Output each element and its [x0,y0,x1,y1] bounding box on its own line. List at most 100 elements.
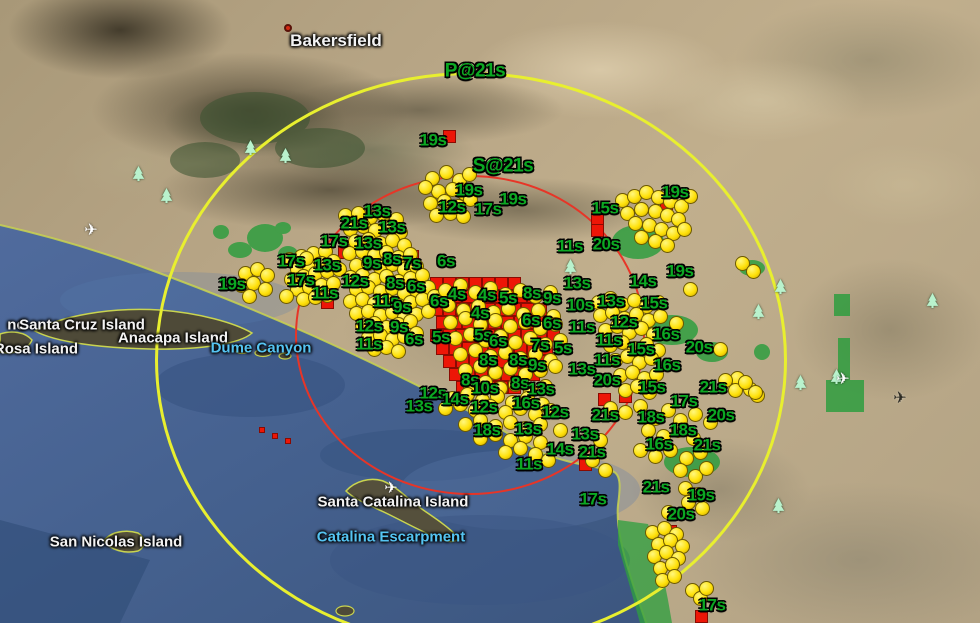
alert-square[interactable] [442,354,456,368]
alert-square[interactable] [272,433,278,439]
station-dot[interactable] [602,400,618,416]
station-dot[interactable] [438,164,454,180]
station-dot[interactable] [552,422,568,438]
alert-square[interactable] [694,609,708,623]
station-dot[interactable] [452,277,468,293]
station-dot[interactable] [712,341,728,357]
station-dot[interactable] [517,366,533,382]
station-dot[interactable] [660,402,676,418]
station-dot[interactable] [470,298,486,314]
station-dot[interactable] [517,314,533,330]
station-dot[interactable] [472,316,488,332]
station-dot[interactable] [702,414,718,430]
station-dot[interactable] [482,280,498,296]
station-dot[interactable] [655,428,671,444]
station-dot[interactable] [692,444,708,460]
station-dot[interactable] [584,452,600,468]
station-dot[interactable] [666,568,682,584]
station-dot[interactable] [502,318,518,334]
station-dot[interactable] [522,330,538,346]
station-dot[interactable] [502,414,518,430]
station-dot[interactable] [737,374,753,390]
station-dot[interactable] [497,444,513,460]
station-dot[interactable] [540,452,556,468]
station-dot[interactable] [477,374,493,390]
station-dot[interactable] [530,302,546,318]
station-dot[interactable] [507,334,523,350]
alert-square[interactable] [285,438,291,444]
station-dot[interactable] [747,384,763,400]
station-dot[interactable] [672,462,688,478]
station-dot[interactable] [241,288,257,304]
station-dot[interactable] [597,462,613,478]
station-dot[interactable] [420,303,436,319]
station-dot[interactable] [547,316,563,332]
station-dot[interactable] [437,400,453,416]
station-dot[interactable] [717,372,733,388]
station-dot[interactable] [632,398,648,414]
station-dot[interactable] [487,312,503,328]
station-dot[interactable] [417,179,433,195]
station-dot[interactable] [512,350,528,366]
station-dot[interactable] [670,422,686,438]
station-dot[interactable] [298,250,314,266]
station-dot[interactable] [632,442,648,458]
station-dot[interactable] [687,468,703,484]
station-dot[interactable] [472,412,488,428]
station-dot[interactable] [512,400,528,416]
station-dot[interactable] [331,261,347,277]
station-dot[interactable] [652,308,668,324]
station-dot[interactable] [682,188,698,204]
airplane-icon[interactable]: ✈ [836,371,850,388]
station-dot[interactable] [278,288,294,304]
station-dot[interactable] [685,430,701,446]
alert-square[interactable] [429,328,443,342]
station-dot[interactable] [482,348,498,364]
station-dot[interactable] [472,430,488,446]
station-dot[interactable] [648,366,664,382]
station-dot[interactable] [542,284,558,300]
station-dot[interactable] [552,332,568,348]
station-dot[interactable] [497,344,513,360]
station-dot[interactable] [694,500,710,516]
station-dot[interactable] [462,191,478,207]
station-dot[interactable] [487,364,503,380]
station-dot[interactable] [502,360,518,376]
station-dot[interactable] [662,442,678,458]
station-dot[interactable] [390,343,406,359]
station-dot[interactable] [592,432,608,448]
station-dot[interactable] [537,336,553,352]
station-dot[interactable] [482,398,498,414]
station-dot[interactable] [698,460,714,476]
station-dot[interactable] [452,396,468,412]
station-dot[interactable] [659,237,675,253]
station-dot[interactable] [512,440,528,456]
station-dot[interactable] [472,358,488,374]
station-dot[interactable] [428,207,444,223]
station-dot[interactable] [437,282,453,298]
station-dot[interactable] [527,346,543,362]
station-dot[interactable] [547,358,563,374]
station-dot[interactable] [487,426,503,442]
station-dot[interactable] [668,315,684,331]
station-dot[interactable] [542,402,558,418]
station-dot[interactable] [440,297,456,313]
station-dot[interactable] [457,362,473,378]
station-dot[interactable] [641,384,657,400]
station-dot[interactable] [461,166,477,182]
station-dot[interactable] [512,282,528,298]
station-dot[interactable] [507,376,523,392]
station-dot[interactable] [467,342,483,358]
station-dot[interactable] [527,446,543,462]
alert-square[interactable] [435,341,449,355]
airplane-icon[interactable]: ✈ [384,480,398,497]
station-dot[interactable] [452,346,468,362]
station-dot[interactable] [734,255,750,271]
station-dot[interactable] [745,263,761,279]
station-dot[interactable] [532,362,548,378]
station-dot[interactable] [698,580,714,596]
station-dot[interactable] [660,504,676,520]
alert-square[interactable] [590,223,604,237]
station-dot[interactable] [682,281,698,297]
station-dot[interactable] [462,326,478,342]
